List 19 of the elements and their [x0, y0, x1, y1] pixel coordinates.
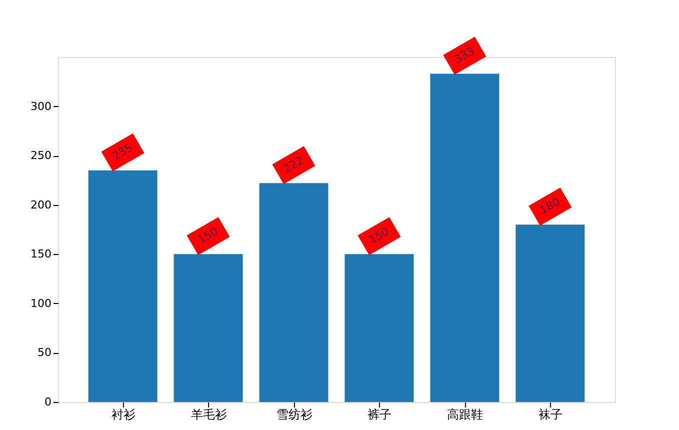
- y-tick-label: 200: [30, 198, 52, 212]
- x-tick-label: 雪纺衫: [276, 408, 312, 422]
- y-tick-label: 150: [30, 248, 52, 261]
- x-tick-label: 高跟鞋: [447, 408, 484, 422]
- y-tick-label: 250: [30, 149, 52, 162]
- data-label: 180: [538, 195, 562, 218]
- y-tick-label: 0: [44, 396, 52, 408]
- y-tick-label: 300: [30, 100, 52, 113]
- data-label: 150: [366, 224, 392, 247]
- x-tick-label: 衬衫: [111, 408, 136, 422]
- data-label: 222: [281, 154, 306, 176]
- data-label: 333: [452, 44, 477, 66]
- x-tick-label: 羊毛衫: [190, 408, 227, 422]
- x-tick-label: 袜子: [538, 408, 563, 422]
- x-tick-label: 裤子: [368, 408, 392, 422]
- data-label: 150: [196, 224, 220, 247]
- data-label: 235: [110, 141, 135, 163]
- y-tick-label: 100: [30, 296, 52, 310]
- y-tick-label: 50: [38, 346, 52, 360]
